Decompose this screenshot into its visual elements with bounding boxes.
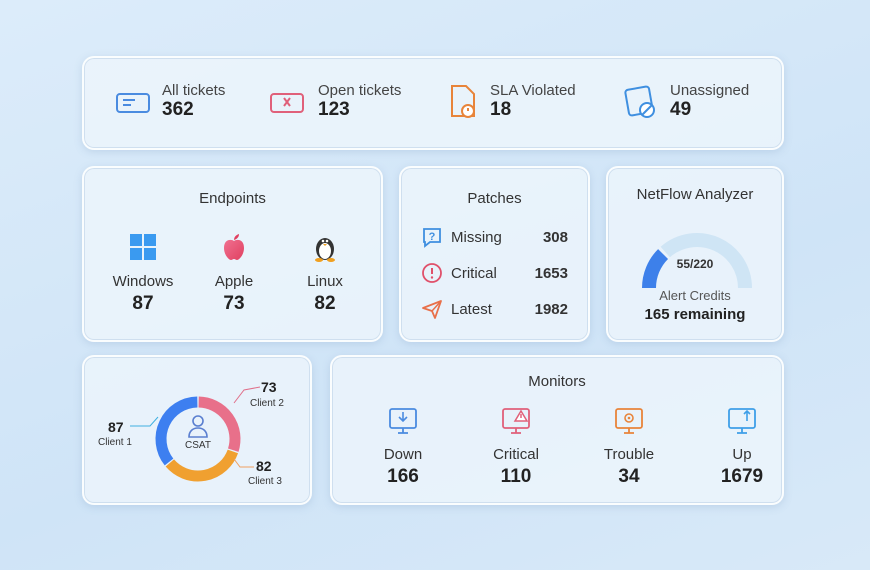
windows-icon [130, 234, 156, 260]
stat-open-tickets[interactable]: Open tickets 123 [268, 82, 401, 121]
csat-card: CSAT 87 Client 1 73 Client 2 82 Client 3 [82, 355, 312, 505]
client1-leader [130, 416, 159, 427]
client1-label: Client 1 [98, 437, 132, 448]
patch-row-missing[interactable]: ? Missing 308 [421, 226, 568, 248]
monitor-up[interactable]: Up 1679 [697, 407, 787, 488]
gauge-value: 55/220 [676, 257, 714, 271]
endpoint-apple[interactable]: Apple 73 [189, 232, 279, 315]
csat-center-label: CSAT [185, 440, 211, 451]
gauge-fill [642, 249, 669, 289]
endpoints-title: Endpoints [199, 190, 266, 207]
monitor-critical-icon [502, 408, 530, 434]
monitor-down-icon [389, 408, 417, 434]
netflow-title: NetFlow Analyzer [636, 186, 754, 203]
netflow-card: NetFlow Analyzer 55/220 Alert Credits 16… [606, 166, 784, 342]
patches-title: Patches [467, 190, 522, 207]
ticket-icon [116, 92, 150, 113]
user-icon [188, 415, 208, 438]
send-icon [422, 300, 442, 319]
monitor-trouble[interactable]: Trouble 34 [584, 407, 674, 488]
endpoints-card: Endpoints Windows 87 Apple 73 Linux 82 [82, 166, 383, 342]
open-ticket-icon [270, 92, 304, 113]
client3-value: 82 [256, 458, 272, 474]
donut-segment-client3[interactable] [165, 449, 239, 482]
csat-donut-chart [130, 386, 261, 482]
monitor-up-icon [728, 408, 756, 434]
monitor-down[interactable]: Down 166 [358, 407, 448, 488]
client3-leader [233, 458, 254, 468]
client2-leader [233, 386, 261, 404]
alert-credits-remaining: 165 remaining [644, 306, 746, 323]
client1-value: 87 [108, 419, 124, 435]
apple-icon [224, 234, 244, 260]
monitors-card: Monitors Down 166 Critical 110 Trouble 34 U… [330, 355, 784, 505]
client3-label: Client 3 [248, 476, 282, 487]
sla-violation-icon [451, 84, 475, 118]
alert-credits-gauge [642, 233, 752, 289]
question-icon: ? [423, 228, 441, 248]
monitor-trouble-icon [615, 408, 643, 434]
alert-icon [422, 263, 442, 283]
stat-unassigned[interactable]: Unassigned 49 [622, 82, 749, 121]
client2-value: 73 [261, 379, 277, 395]
client2-label: Client 2 [250, 398, 284, 409]
patch-row-critical[interactable]: Critical 1653 [421, 262, 568, 284]
patches-card: Patches ? Missing 308 Critical 1653 Latest… [399, 166, 590, 342]
patch-row-latest[interactable]: Latest 1982 [421, 298, 568, 320]
stat-all-tickets[interactable]: All tickets 362 [114, 82, 225, 121]
donut-segment-client2[interactable] [198, 396, 241, 452]
donut-segment-client1[interactable] [155, 396, 198, 466]
unassigned-icon [624, 85, 655, 118]
gauge-track [660, 233, 752, 289]
stat-sla-violated[interactable]: SLA Violated 18 [446, 82, 576, 121]
tickets-card: All tickets 362 Open tickets 123 SLA Viola… [82, 56, 784, 150]
alert-credits-label: Alert Credits [659, 288, 731, 303]
linux-icon [315, 238, 335, 262]
monitors-title: Monitors [528, 373, 586, 390]
svg-text:?: ? [429, 231, 436, 243]
monitor-critical[interactable]: Critical 110 [471, 407, 561, 488]
endpoint-windows[interactable]: Windows 87 [98, 232, 188, 315]
endpoint-linux[interactable]: Linux 82 [280, 232, 370, 315]
